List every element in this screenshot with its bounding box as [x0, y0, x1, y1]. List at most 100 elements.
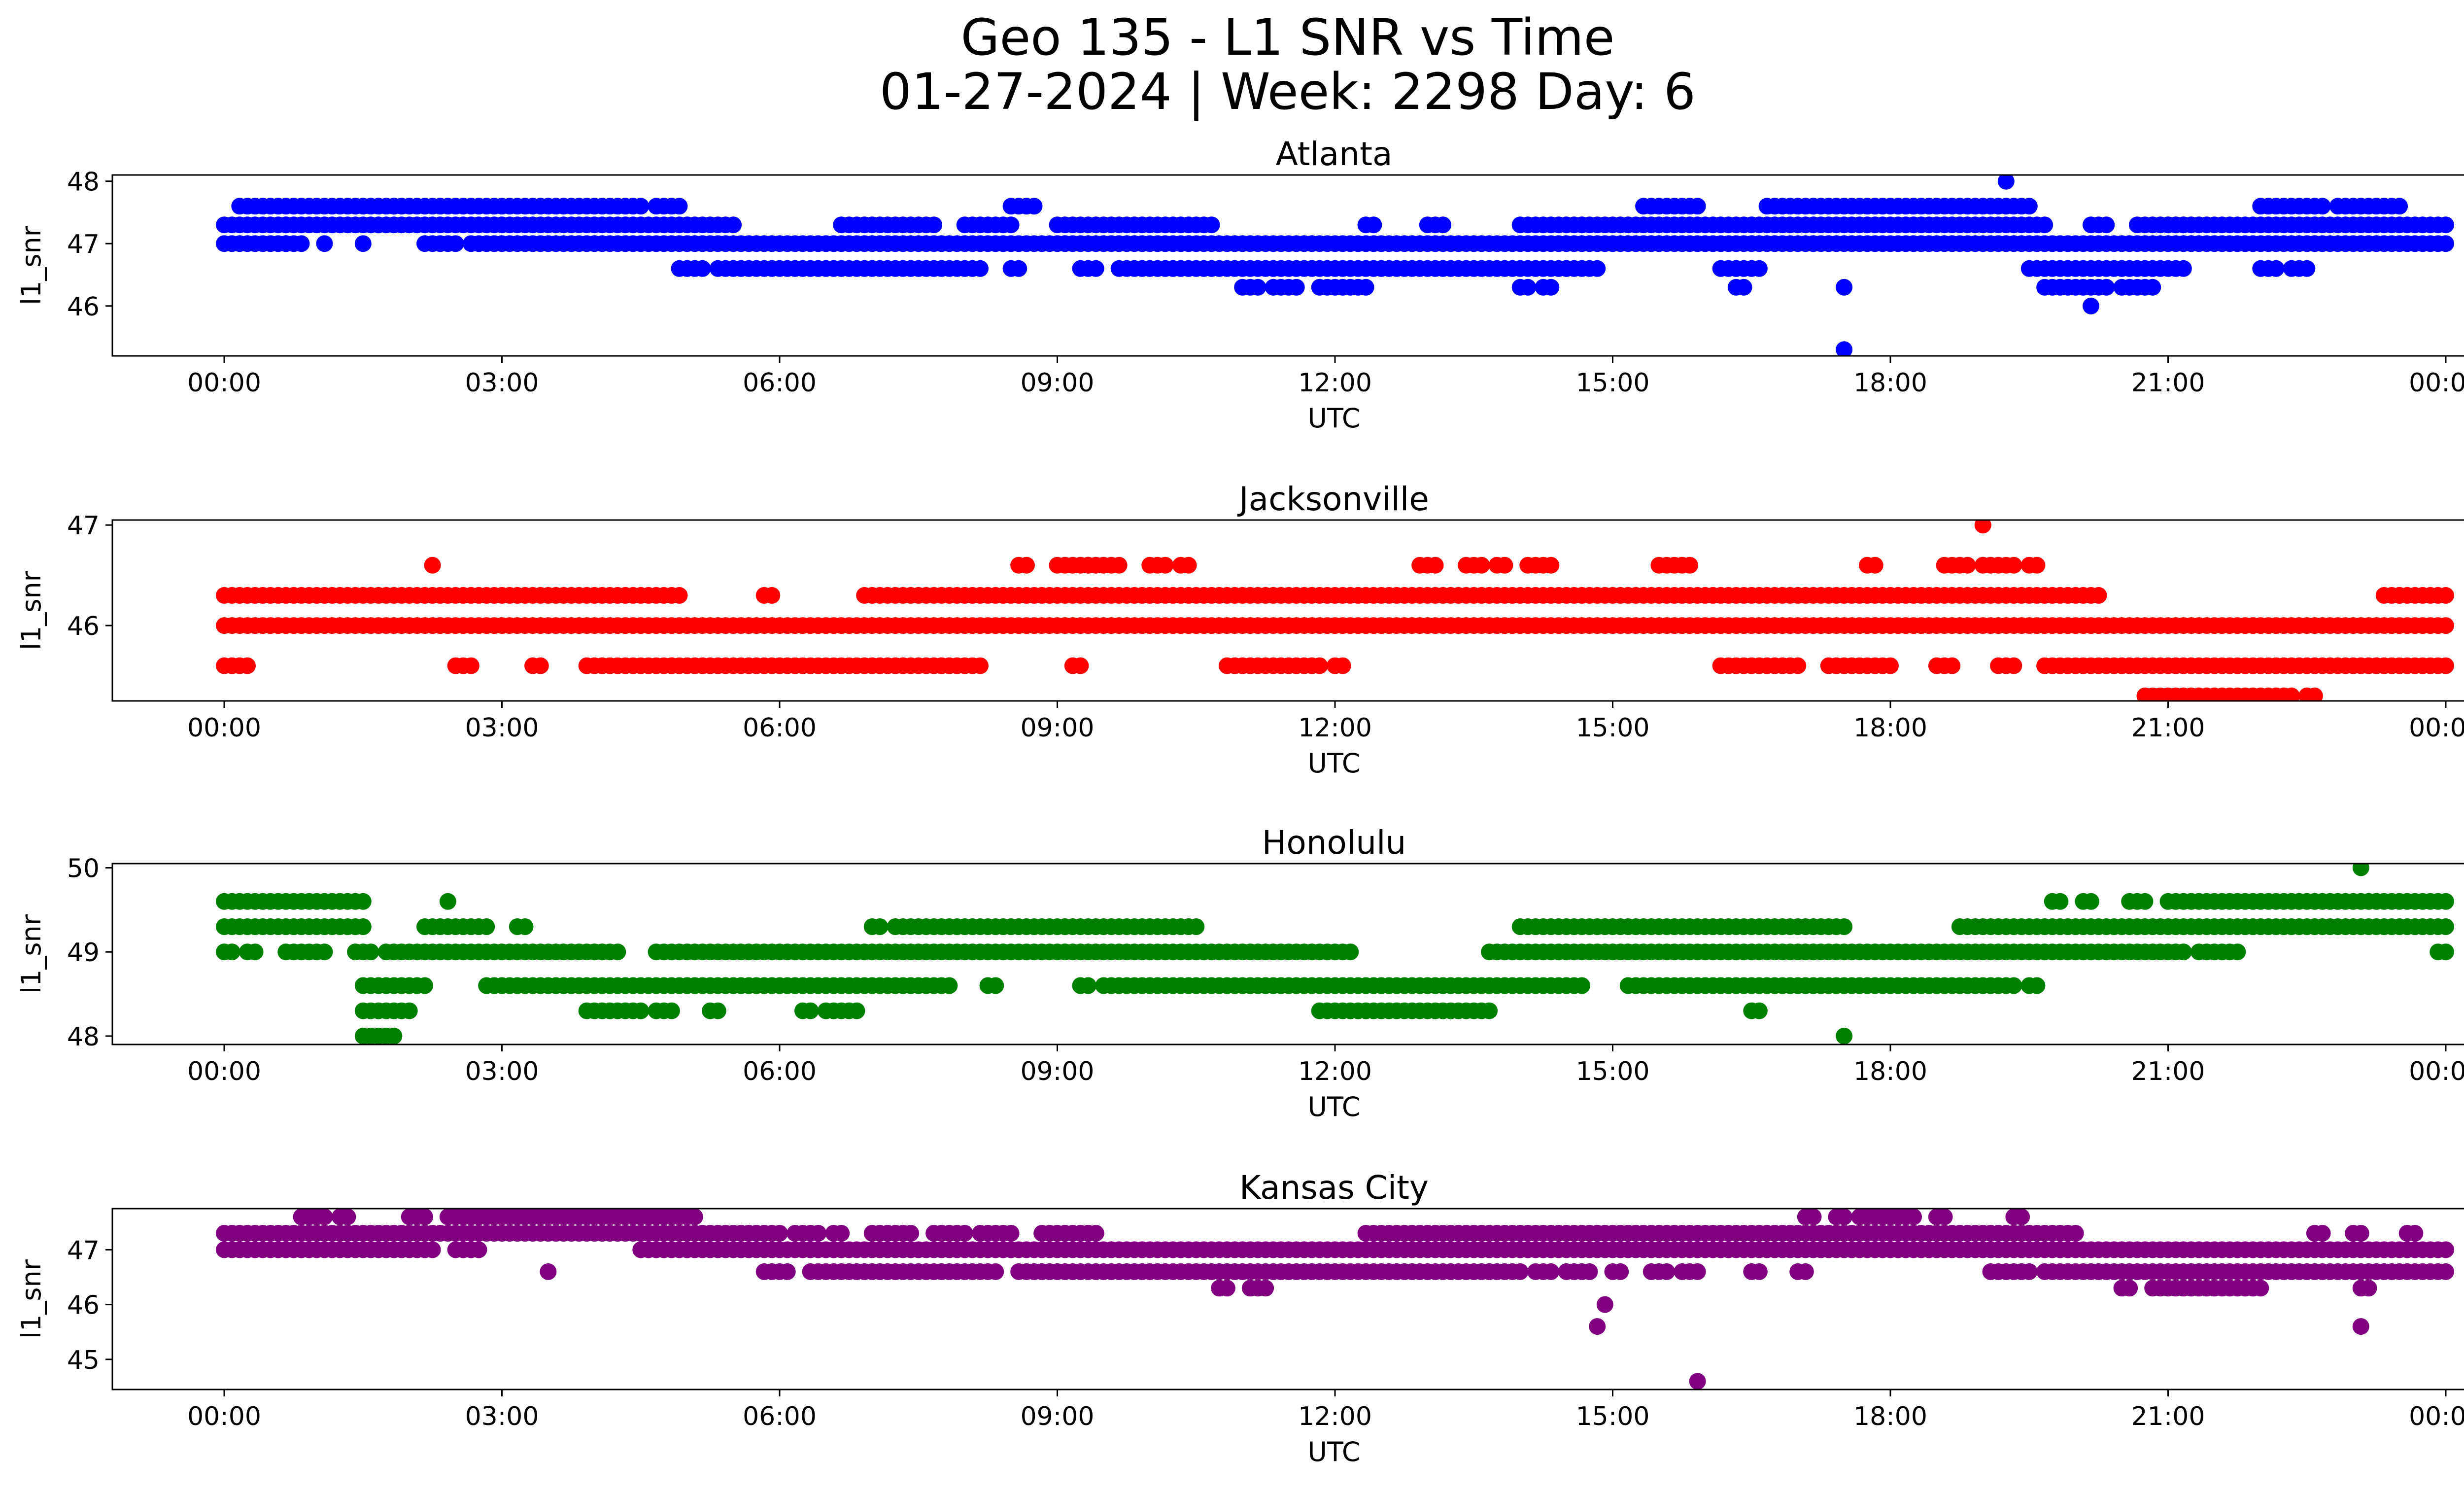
kansas-city-xtick-label: 15:00 [1576, 1402, 1650, 1431]
jacksonville-ytick-label: 47 [67, 511, 100, 541]
jacksonville-point [424, 556, 441, 574]
kansas-city-xtick-label: 09:00 [1021, 1402, 1095, 1431]
jacksonville-point [1866, 556, 1883, 574]
kansas-city-point [424, 1241, 441, 1258]
atlanta-xtick-label: 00:00 [2409, 368, 2464, 398]
atlanta-point [1735, 278, 1752, 296]
honolulu-point [2437, 943, 2454, 961]
kansas-city-point [2352, 1225, 2369, 1242]
honolulu-point [2175, 943, 2192, 961]
kansas-city-point [987, 1263, 1004, 1280]
jacksonville-point [532, 657, 549, 674]
honolulu-title: Honolulu [1262, 824, 1406, 862]
atlanta-xlabel: UTC [1307, 403, 1360, 434]
jacksonville-point [1959, 556, 1976, 574]
honolulu-xtick-label: 00:00 [187, 1057, 261, 1086]
kansas-city-point [2013, 1209, 2030, 1225]
honolulu-point [316, 943, 333, 961]
atlanta-point [1010, 260, 1027, 277]
kansas-city-point [1905, 1209, 1922, 1225]
honolulu-point [478, 918, 495, 935]
atlanta-xtick-label: 15:00 [1576, 368, 1650, 398]
atlanta-point [2437, 216, 2454, 234]
atlanta-point [1435, 216, 1452, 234]
honolulu-point [663, 1002, 680, 1019]
atlanta-panel: Atlanta 00:00 03:00 06:00 09:00 12:00 15:00 18:… [16, 135, 2464, 434]
atlanta-point [2314, 198, 2331, 215]
atlanta-point [1288, 278, 1305, 296]
atlanta-point [1026, 198, 1043, 215]
atlanta-axes-frame [111, 174, 2464, 357]
atlanta-point [2175, 260, 2192, 277]
jacksonville-point [2005, 657, 2022, 674]
honolulu-point [2136, 893, 2154, 910]
atlanta-xtick-label: 00:00 [187, 368, 261, 398]
kansas-city-point [2437, 1241, 2454, 1258]
honolulu-xtick-label: 03:00 [465, 1057, 539, 1086]
honolulu-point [1342, 943, 1359, 961]
jacksonville-point [1473, 556, 1490, 574]
atlanta-xtick-label: 03:00 [465, 368, 539, 398]
kansas-city-ytick-label: 45 [67, 1346, 100, 1375]
jacksonville-xtick-label: 15:00 [1576, 713, 1650, 743]
atlanta-point [2144, 278, 2161, 296]
honolulu-point [401, 1002, 418, 1019]
kansas-city-xtick-label: 21:00 [2131, 1402, 2205, 1431]
atlanta-xtick-label: 21:00 [2131, 368, 2205, 398]
kansas-city-point [1087, 1225, 1104, 1242]
kansas-city-point [810, 1225, 827, 1242]
honolulu-ytick-label: 48 [67, 1022, 100, 1052]
atlanta-point [2083, 297, 2099, 314]
honolulu-point [516, 918, 534, 935]
atlanta-point [2437, 235, 2454, 252]
jacksonville-panel: Jacksonville 00:00 03:00 06:00 09:00 12:00 15:… [16, 480, 2464, 779]
kansas-city-point [2314, 1225, 2331, 1242]
atlanta-point [2391, 198, 2408, 215]
honolulu-xtick-label: 15:00 [1576, 1057, 1650, 1086]
atlanta-point [1203, 216, 1220, 234]
kansas-city-point [1689, 1263, 1706, 1280]
kansas-city-point [2252, 1280, 2269, 1297]
kansas-city-point [316, 1209, 333, 1225]
jacksonville-axes-frame [111, 519, 2464, 702]
kansas-city-xtick-label: 18:00 [1853, 1402, 1927, 1431]
honolulu-axes-frame [111, 863, 2464, 1045]
honolulu-xlabel: UTC [1307, 1091, 1360, 1122]
kansas-city-ylabel: l1_snr [16, 1259, 47, 1339]
atlanta-point [671, 198, 688, 215]
atlanta-point [354, 235, 372, 252]
atlanta-point [1689, 198, 1706, 215]
atlanta-point [1087, 260, 1104, 277]
jacksonville-point [1681, 556, 1698, 574]
kansas-city-point [1805, 1209, 1822, 1225]
atlanta-point [1836, 278, 1853, 296]
kansas-city-point [1689, 1373, 1706, 1390]
kansas-city-point [1836, 1209, 1853, 1225]
jacksonville-xtick-label: 00:00 [2409, 713, 2464, 743]
jacksonville-point [1974, 520, 1991, 534]
kansas-city-title: Kansas City [1239, 1169, 1429, 1207]
kansas-city-point [416, 1209, 433, 1225]
kansas-city-point [2067, 1225, 2084, 1242]
kansas-city-point [1658, 1263, 1676, 1280]
figure-title-line1: Geo 135 - L1 SNR vs Time [960, 8, 1615, 67]
atlanta-markers [216, 175, 2454, 356]
figure-title-line2: 01-27-2024 | Week: 2298 Day: 6 [880, 63, 1696, 121]
atlanta-point [1249, 278, 1266, 296]
jacksonville-point [1018, 556, 1035, 574]
honolulu-point [223, 943, 240, 961]
atlanta-xtick-label: 18:00 [1853, 368, 1927, 398]
kansas-city-panel: Kansas City 00:00 03:00 06:00 09:00 12:00 15:0… [16, 1169, 2464, 1467]
kansas-city-point [2352, 1318, 2369, 1335]
honolulu-point [439, 893, 456, 910]
jacksonville-ylabel: l1_snr [16, 570, 47, 650]
atlanta-point [2036, 216, 2053, 234]
honolulu-point [987, 977, 1004, 994]
atlanta-point [2098, 278, 2115, 296]
honolulu-point [385, 1027, 403, 1044]
atlanta-point [694, 260, 711, 277]
honolulu-xtick-label: 21:00 [2131, 1057, 2205, 1086]
atlanta-point [2267, 260, 2285, 277]
jacksonville-xtick-label: 21:00 [2131, 713, 2205, 743]
